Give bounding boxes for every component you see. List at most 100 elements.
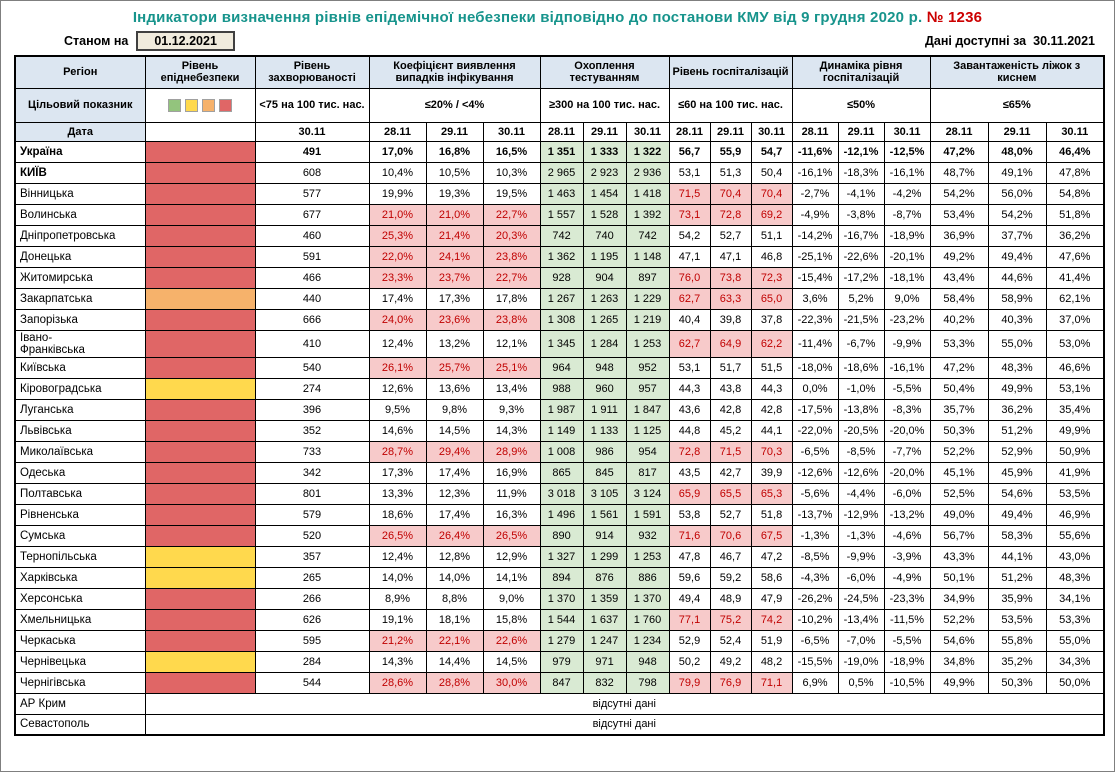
testing-cell: 742 (625, 224, 670, 247)
testing-cell: 1 265 (582, 308, 627, 331)
beds-cell: 54,6% (987, 482, 1047, 505)
detection-cell: 21,0% (368, 203, 427, 226)
dynamics-cell: -10,5% (883, 671, 931, 694)
hosp-cell: 51,3 (709, 161, 752, 184)
level-cell-red (144, 356, 256, 379)
dynamics-cell: -22,3% (791, 308, 839, 331)
detection-cell: 29,4% (425, 440, 484, 463)
table-row: Харківська 265 14,0% 14,0% 14,1% 894 876 886 59,… (14, 566, 1105, 589)
level-cell-red (144, 224, 256, 247)
date-cell: 30.11 (1045, 121, 1105, 142)
beds-cell: 35,9% (987, 587, 1047, 610)
beds-cell: 49,0% (929, 503, 989, 526)
date-cell: 28.11 (791, 121, 839, 142)
detection-cell: 12,4% (368, 545, 427, 568)
level-cell-yellow (144, 545, 256, 568)
region-name: Херсонська (14, 587, 146, 610)
dynamics-cell: -8,3% (883, 398, 931, 421)
beds-cell: 36,2% (1045, 224, 1105, 247)
region-name: Чернівецька (14, 650, 146, 673)
hosp-cell: 65,0 (750, 287, 793, 310)
dynamics-cell: 0,5% (837, 671, 885, 694)
detection-cell: 18,6% (368, 503, 427, 526)
incidence-cell: 284 (254, 650, 370, 673)
hosp-cell: 47,8 (668, 545, 711, 568)
dynamics-cell: -22,6% (837, 245, 885, 268)
hosp-cell: 51,7 (709, 356, 752, 379)
testing-cell: 2 936 (625, 161, 670, 184)
region-name: Полтавська (14, 482, 146, 505)
level-cell-red (144, 671, 256, 694)
detection-cell: 13,4% (482, 377, 541, 400)
region-name: Одеська (14, 461, 146, 484)
table-row: Луганська 396 9,5% 9,8% 9,3% 1 987 1 911 1 847 4… (14, 398, 1105, 421)
page-title: Індикатори визначення рівнів епідемічної… (14, 9, 1101, 26)
target-dynamics: ≤50% (791, 87, 931, 123)
region-name: Рівненська (14, 503, 146, 526)
beds-cell: 62,1% (1045, 287, 1105, 310)
incidence-cell: 440 (254, 287, 370, 310)
table-row: Одеська 342 17,3% 17,4% 16,9% 865 845 817 43,5 42… (14, 461, 1105, 484)
beds-cell: 50,3% (987, 671, 1047, 694)
beds-cell: 49,2% (929, 245, 989, 268)
incidence-cell: 801 (254, 482, 370, 505)
dynamics-cell: -4,3% (791, 566, 839, 589)
detection-cell: 12,9% (482, 545, 541, 568)
region-name: Дніпропетровська (14, 224, 146, 247)
hosp-cell: 51,8 (750, 503, 793, 526)
dynamics-cell: -12,1% (837, 140, 885, 163)
dynamics-cell: -18,9% (883, 224, 931, 247)
testing-cell: 948 (625, 650, 670, 673)
hosp-cell: 53,1 (668, 161, 711, 184)
date-cell: 28.11 (539, 121, 584, 142)
level-cell-red (144, 482, 256, 505)
table-row: Черкаська 595 21,2% 22,1% 22,6% 1 279 1 247 1 2… (14, 629, 1105, 652)
dynamics-cell: -4,2% (883, 182, 931, 205)
beds-cell: 37,0% (1045, 308, 1105, 331)
incidence-cell: 626 (254, 608, 370, 631)
detection-cell: 17,3% (368, 461, 427, 484)
dynamics-cell: -9,9% (883, 329, 931, 358)
hosp-cell: 74,2 (750, 608, 793, 631)
detection-cell: 21,2% (368, 629, 427, 652)
detection-cell: 10,4% (368, 161, 427, 184)
date-cell: 29.11 (837, 121, 885, 142)
data-available-date: 30.11.2021 (1033, 34, 1095, 48)
dynamics-cell: -14,2% (791, 224, 839, 247)
incidence-cell: 677 (254, 203, 370, 226)
testing-cell: 845 (582, 461, 627, 484)
testing-cell: 740 (582, 224, 627, 247)
level-cell-orange (144, 287, 256, 310)
date-row: Дата 30.11 28.11 29.11 30.11 28.11 29.11… (14, 121, 1105, 142)
region-name: Донецька (14, 245, 146, 268)
header-region: Регіон (14, 55, 146, 89)
testing-cell: 932 (625, 524, 670, 547)
testing-cell: 1 544 (539, 608, 584, 631)
beds-cell: 52,9% (987, 440, 1047, 463)
beds-cell: 43,4% (929, 266, 989, 289)
hosp-cell: 44,1 (750, 419, 793, 442)
as-of-date: 01.12.2021 (136, 31, 235, 51)
hosp-cell: 52,7 (709, 224, 752, 247)
testing-cell: 952 (625, 356, 670, 379)
beds-cell: 58,9% (987, 287, 1047, 310)
testing-cell: 1 362 (539, 245, 584, 268)
region-name: АР Крим (14, 692, 146, 715)
detection-cell: 8,8% (425, 587, 484, 610)
testing-cell: 847 (539, 671, 584, 694)
table-row: Севастополь відсутні дані (14, 713, 1105, 736)
hosp-cell: 50,2 (668, 650, 711, 673)
detection-cell: 12,8% (425, 545, 484, 568)
dynamics-cell: 9,0% (883, 287, 931, 310)
beds-cell: 49,9% (987, 377, 1047, 400)
incidence-cell: 608 (254, 161, 370, 184)
incidence-cell: 460 (254, 224, 370, 247)
testing-cell: 1 247 (582, 629, 627, 652)
table-row: Миколаївська 733 28,7% 29,4% 28,9% 1 008 986 95… (14, 440, 1105, 463)
beds-cell: 53,1% (1045, 377, 1105, 400)
detection-cell: 14,0% (368, 566, 427, 589)
region-name: Сумська (14, 524, 146, 547)
header-detection: Коефіцієнт виявлення випадків інфікуванн… (368, 55, 541, 89)
level-cell-yellow (144, 650, 256, 673)
